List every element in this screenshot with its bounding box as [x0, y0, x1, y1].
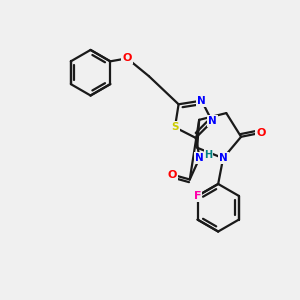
Text: N: N — [195, 153, 204, 163]
Text: H: H — [205, 150, 213, 160]
Text: N: N — [219, 153, 227, 163]
Text: N: N — [197, 96, 206, 106]
Text: O: O — [256, 128, 266, 138]
Text: F: F — [194, 191, 201, 201]
Text: O: O — [167, 169, 177, 179]
Text: N: N — [208, 116, 217, 126]
Text: O: O — [122, 53, 132, 63]
Text: S: S — [171, 122, 179, 132]
